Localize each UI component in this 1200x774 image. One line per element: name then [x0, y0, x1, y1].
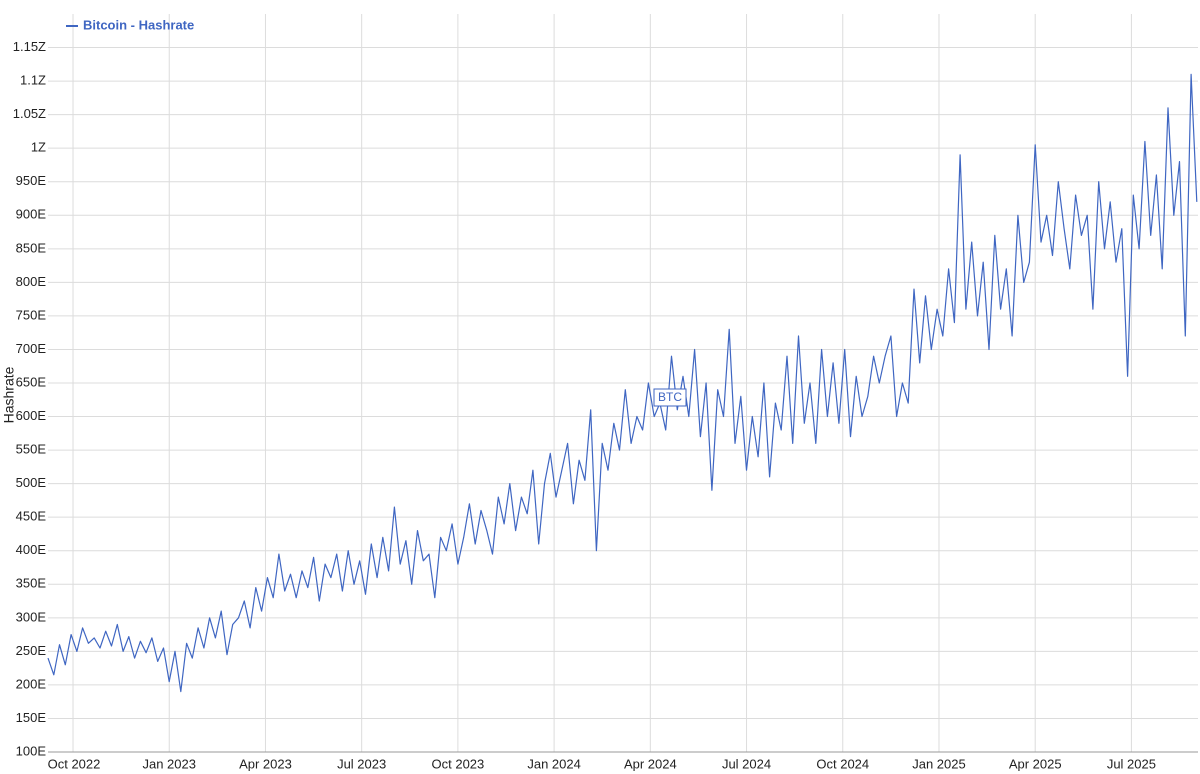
y-tick-label: 1Z	[31, 140, 46, 155]
y-tick-label: 1.1Z	[20, 73, 46, 88]
x-tick-label: Jul 2023	[337, 756, 386, 771]
x-tick-label: Jan 2025	[912, 756, 966, 771]
y-tick-label: 900E	[16, 207, 47, 222]
x-tick-label: Jan 2024	[527, 756, 581, 771]
annotation-box	[653, 388, 687, 407]
y-tick-label: 600E	[16, 408, 47, 423]
y-tick-label: 350E	[16, 576, 47, 591]
x-tick-label: Apr 2024	[624, 756, 677, 771]
x-tick-label: Jul 2025	[1107, 756, 1156, 771]
y-tick-label: 950E	[16, 173, 47, 188]
x-tick-label: Apr 2023	[239, 756, 292, 771]
y-tick-label: 700E	[16, 341, 47, 356]
y-tick-label: 400E	[16, 542, 47, 557]
data-line	[47, 73, 1198, 693]
y-tick-label: 500E	[16, 475, 47, 490]
y-tick-label: 100E	[16, 743, 47, 758]
x-tick-label: Apr 2025	[1009, 756, 1062, 771]
x-tick-label: Jul 2024	[722, 756, 771, 771]
x-tick-label: Oct 2022	[48, 756, 101, 771]
annotation: BTC	[658, 390, 682, 404]
y-tick-label: 1.15Z	[13, 39, 46, 54]
y-tick-label: 750E	[16, 307, 47, 322]
y-tick-label: 200E	[16, 676, 47, 691]
x-tick-label: Oct 2024	[816, 756, 869, 771]
y-tick-label: 550E	[16, 442, 47, 457]
y-tick-label: 250E	[16, 643, 47, 658]
y-tick-label: 300E	[16, 609, 47, 624]
y-tick-label: 850E	[16, 240, 47, 255]
y-tick-label: 800E	[16, 274, 47, 289]
x-tick-label: Oct 2023	[432, 756, 485, 771]
y-axis-label: Hashrate	[1, 366, 17, 423]
x-tick-label: Jan 2023	[142, 756, 196, 771]
y-tick-label: 1.05Z	[13, 106, 46, 121]
y-tick-label: 150E	[16, 710, 47, 725]
legend-label: Bitcoin - Hashrate	[83, 17, 194, 32]
y-tick-label: 650E	[16, 374, 47, 389]
y-tick-label: 450E	[16, 509, 47, 524]
